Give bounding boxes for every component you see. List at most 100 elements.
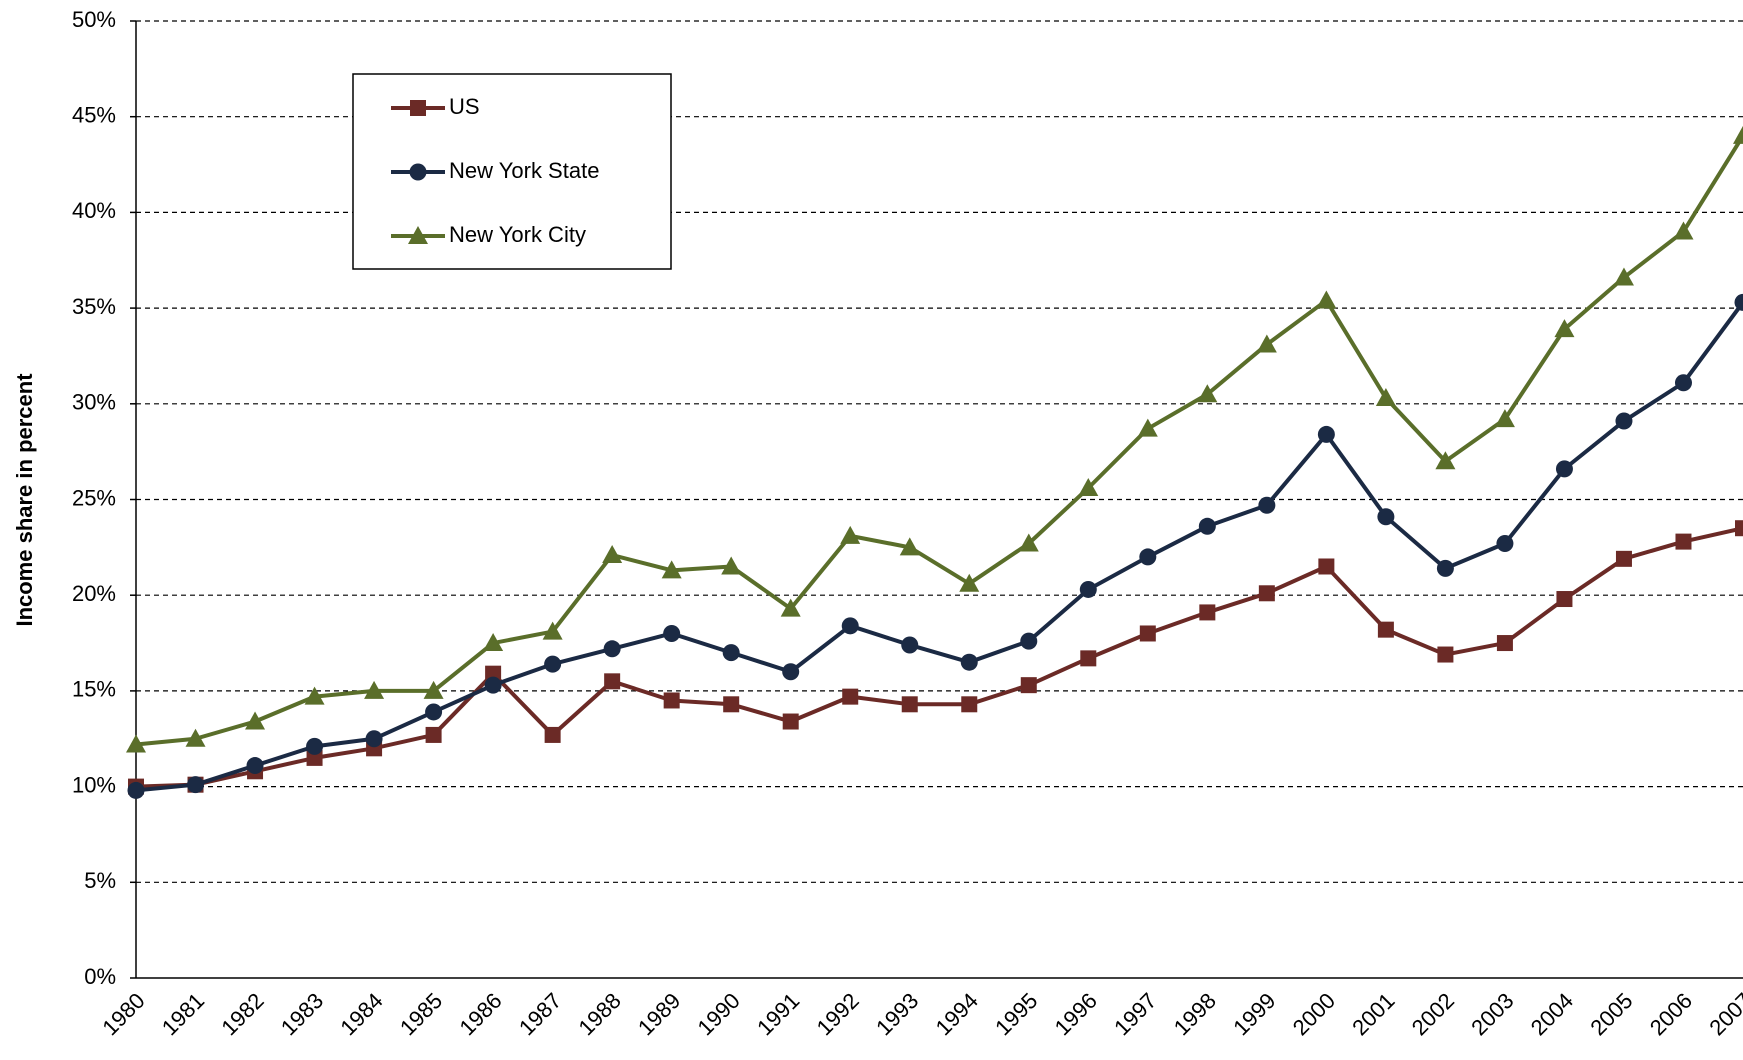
x-tick-label: 1983 [276,988,328,1040]
data-point [1613,267,1634,286]
legend-label: New York City [449,222,586,247]
x-tick-label: 1993 [871,988,923,1040]
data-point [425,703,443,721]
legend-marker [409,163,427,181]
data-point [246,757,264,775]
data-point [365,730,383,748]
legend-label: New York State [449,158,599,183]
data-point [1080,650,1097,667]
data-point [1496,635,1513,652]
x-tick-label: 1997 [1109,988,1161,1040]
y-tick-label: 15% [72,677,116,702]
x-tick-label: 1989 [633,988,685,1040]
data-point [780,598,801,617]
data-point [1018,533,1039,552]
x-tick-label: 1980 [97,988,149,1040]
data-point [1734,293,1743,311]
data-point [1316,290,1337,309]
data-point [959,573,980,592]
data-point [245,711,266,730]
data-point [187,776,205,794]
data-point [842,688,859,705]
y-tick-label: 5% [84,868,116,893]
data-point [542,621,563,640]
data-point [1078,478,1099,497]
data-point [544,655,562,673]
data-point [661,560,682,579]
data-point [901,636,919,654]
x-tick-label: 2001 [1347,988,1399,1040]
data-point [1733,125,1743,144]
data-point [1556,591,1573,608]
data-point [1258,496,1276,514]
data-point [306,737,324,755]
data-point [782,663,800,681]
x-tick-label: 1998 [1169,988,1221,1040]
data-point [1555,460,1573,478]
y-tick-label: 40% [72,198,116,223]
data-point [1435,451,1456,470]
data-point [1496,535,1514,553]
x-tick-label: 2006 [1645,988,1697,1040]
data-point [1436,559,1454,577]
data-point [1079,580,1097,598]
legend-marker [408,226,428,244]
data-point [1199,604,1216,621]
data-point [1139,625,1156,642]
data-point [663,692,680,709]
x-tick-label: 2003 [1466,988,1518,1040]
x-tick-label: 2007 [1704,988,1743,1040]
data-point [901,696,918,713]
data-point [1735,520,1743,537]
data-point [1198,517,1216,535]
data-point [603,640,621,658]
x-tick-label: 1996 [1050,988,1102,1040]
x-tick-label: 2004 [1526,988,1578,1040]
x-tick-label: 1999 [1228,988,1280,1040]
data-point [185,728,206,747]
data-point [1375,388,1396,407]
data-point [484,676,502,694]
data-point [364,680,385,699]
data-point [1377,508,1395,526]
x-tick-label: 1988 [574,988,626,1040]
data-point [721,556,742,575]
x-tick-label: 1985 [395,988,447,1040]
x-tick-label: 2005 [1585,988,1637,1040]
data-point [126,734,146,753]
y-tick-label: 50% [72,7,116,32]
data-point [1318,558,1335,575]
data-point [723,696,740,713]
legend-label: US [449,94,480,119]
data-point [1494,409,1515,428]
data-point [1258,585,1275,602]
data-point [602,545,623,564]
x-tick-label: 1992 [812,988,864,1040]
x-tick-label: 2000 [1288,988,1340,1040]
x-tick-label: 1990 [693,988,745,1040]
x-tick-label: 1991 [752,988,804,1040]
data-point [1197,384,1218,403]
y-tick-label: 30% [72,390,116,415]
data-point [127,781,145,799]
data-point [1673,221,1694,240]
data-point [840,525,861,544]
y-tick-label: 20% [72,581,116,606]
data-point [841,617,859,635]
data-point [961,696,978,713]
series-line [135,526,1743,789]
data-point [663,624,681,642]
data-point [544,726,561,743]
x-tick-label: 1981 [157,988,209,1040]
legend-marker [410,100,426,116]
data-point [1615,412,1633,430]
data-point [1020,677,1037,694]
data-point [782,713,799,730]
y-tick-label: 35% [72,294,116,319]
data-point [722,644,740,662]
data-point [1020,632,1038,650]
x-tick-label: 1986 [454,988,506,1040]
data-point [899,537,920,556]
data-point [960,653,978,671]
data-point [1317,425,1335,443]
